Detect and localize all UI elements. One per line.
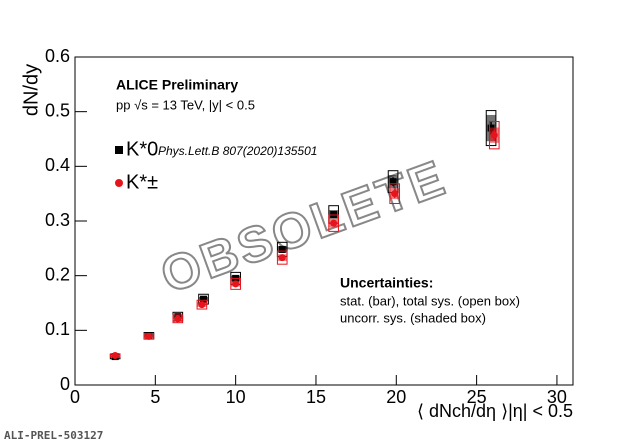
annotation: uncorr. sys. (shaded box) — [340, 310, 486, 325]
annotation: stat. (bar), total sys. (open box) — [340, 293, 520, 308]
sys-box — [196, 299, 208, 310]
footer: ALI-PREL-503127 — [4, 429, 103, 442]
y-tick-label: 0 — [60, 374, 70, 394]
marker — [490, 131, 498, 139]
marker — [278, 245, 286, 253]
sys-box — [172, 314, 184, 324]
y-tick-label: 0.5 — [45, 100, 70, 120]
marker — [145, 332, 153, 340]
marker — [198, 301, 206, 309]
y-tick-label: 0.2 — [45, 264, 70, 284]
y-tick-label: 0.4 — [45, 155, 70, 175]
sys-box — [488, 121, 500, 150]
legend-label: K*0 — [126, 138, 158, 160]
y-axis-label: dN/dy — [20, 64, 42, 116]
x-tick-label: 30 — [547, 387, 567, 407]
x-tick-label: 15 — [306, 387, 326, 407]
subtitle: pp √s = 13 TeV, |y| < 0.5 — [116, 97, 255, 112]
marker — [330, 219, 338, 227]
marker — [111, 351, 119, 359]
marker — [232, 280, 240, 288]
header: ALICE Preliminary — [116, 77, 238, 93]
marker — [278, 254, 286, 262]
legend-reference: Phys.Lett.B 807(2020)135501 — [158, 144, 317, 158]
sys-box — [276, 250, 288, 265]
legend-marker — [115, 179, 123, 187]
marker — [391, 190, 399, 198]
x-tick-label: 0 — [70, 387, 80, 407]
x-tick-label: 5 — [150, 387, 160, 407]
sys-box — [389, 183, 401, 205]
marker — [389, 178, 397, 186]
x-axis-label: ⟨ dNch/dη ⟩|η| < 0.5 — [417, 401, 573, 421]
x-tick-label: 20 — [386, 387, 406, 407]
x-tick-label: 10 — [226, 387, 246, 407]
marker — [174, 315, 182, 323]
legend-label: K*± — [126, 171, 158, 193]
x-tick-label: 25 — [467, 387, 487, 407]
sys-box — [230, 277, 241, 290]
y-tick-label: 0.6 — [45, 46, 70, 66]
y-tick-label: 0.3 — [45, 210, 70, 230]
sys-box — [328, 214, 339, 232]
y-tick-label: 0.1 — [45, 319, 70, 339]
marker — [200, 295, 208, 303]
annotation: Uncertainties: — [340, 275, 433, 291]
marker — [330, 210, 338, 218]
legend-marker — [115, 146, 123, 154]
